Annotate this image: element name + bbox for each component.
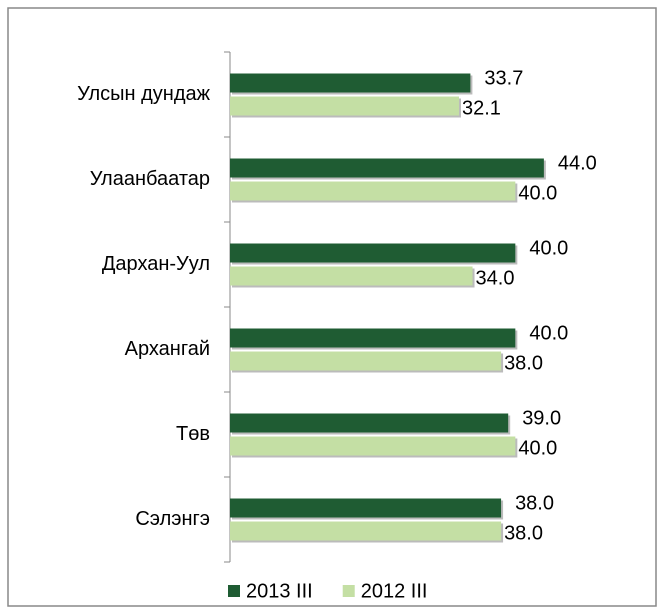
y-tick-label: Улсын дундаж xyxy=(77,83,211,105)
bar xyxy=(230,413,509,433)
data-label: 38.0 xyxy=(504,522,543,544)
bar xyxy=(230,436,516,456)
data-label: 40.0 xyxy=(518,182,557,204)
legend-swatch xyxy=(342,585,355,597)
data-label: 40.0 xyxy=(529,237,568,259)
bar xyxy=(230,181,516,201)
bar xyxy=(230,266,473,286)
data-label: 40.0 xyxy=(518,437,557,459)
bar xyxy=(230,158,544,178)
bar xyxy=(230,521,502,541)
y-tick-label: Төв xyxy=(176,423,210,445)
legend-label: 2013 III xyxy=(246,580,313,602)
bar xyxy=(230,351,502,371)
data-label: 40.0 xyxy=(529,322,568,344)
bar xyxy=(230,243,516,263)
data-label: 44.0 xyxy=(558,152,597,174)
bar xyxy=(230,498,502,518)
y-tick-label: Сэлэнгэ xyxy=(135,508,210,530)
legend-label: 2012 III xyxy=(361,580,428,602)
data-label: 32.1 xyxy=(462,97,501,119)
legend-swatch xyxy=(228,585,240,597)
bar xyxy=(230,73,471,93)
bar xyxy=(230,96,459,116)
y-tick-label: Улаанбаатар xyxy=(90,168,210,190)
y-tick-label: Архангай xyxy=(125,338,210,360)
data-label: 33.7 xyxy=(484,67,523,89)
data-label: 38.0 xyxy=(504,352,543,374)
y-tick-label: Дархан-Уул xyxy=(102,253,210,275)
bar xyxy=(230,328,516,348)
data-label: 34.0 xyxy=(476,267,515,289)
data-label: 38.0 xyxy=(515,492,554,514)
data-label: 39.0 xyxy=(522,407,561,429)
